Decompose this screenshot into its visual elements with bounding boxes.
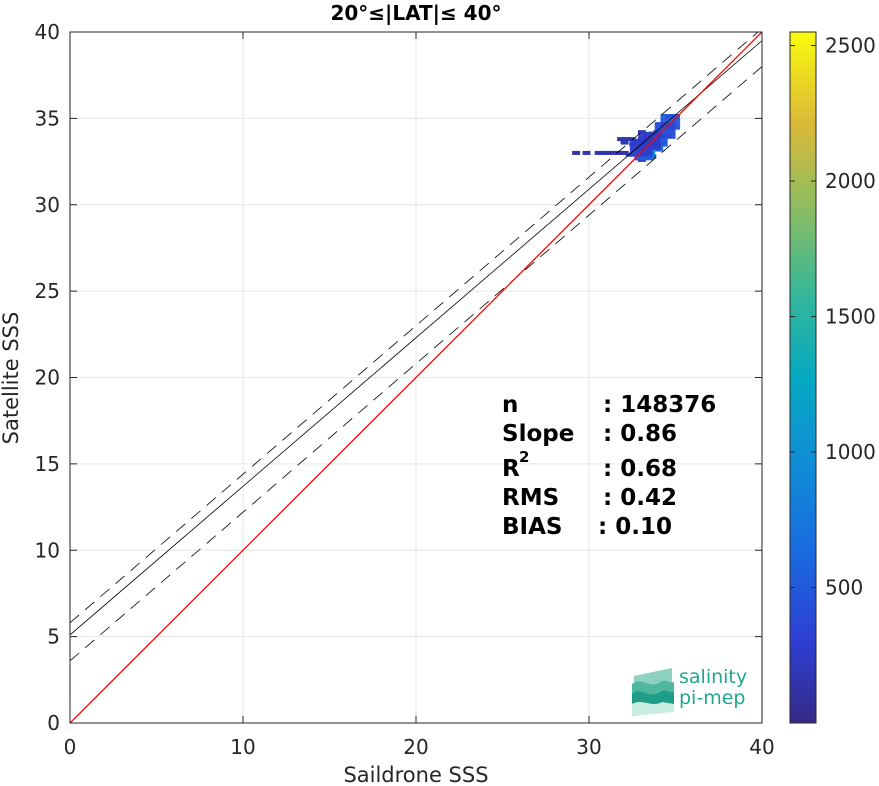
wave-logo-icon	[632, 668, 674, 716]
density-bin	[582, 150, 591, 155]
density-bin	[599, 150, 608, 155]
density-bin	[605, 150, 614, 155]
reference-lines	[70, 32, 762, 723]
density-bin	[662, 127, 669, 134]
density-bin	[594, 150, 603, 155]
density-bin	[617, 137, 626, 142]
regression-line	[70, 40, 762, 636]
stat-rms-value: : 0.42	[603, 485, 677, 511]
salinity-pimep-logo: salinity pi-mep	[632, 666, 747, 716]
y-tick-label: 30	[35, 193, 60, 217]
y-tick-label: 15	[35, 452, 60, 476]
stat-r2-value: : 0.68	[603, 456, 677, 482]
density-bin	[620, 140, 629, 145]
lower-bound-line	[70, 66, 762, 662]
y-tick-label: 20	[35, 366, 60, 390]
colorbar-ticks: 500 1000 1500 2000 2500	[790, 34, 876, 600]
colorbar-tick-label: 2500	[825, 34, 876, 58]
y-tick-label: 35	[35, 106, 60, 130]
y-tick-label: 0	[47, 711, 60, 735]
density-bin	[610, 150, 619, 155]
logo-text-pimep: pi-mep	[679, 687, 745, 709]
stat-r2-label: R	[502, 456, 520, 482]
stat-slope-value: : 0.86	[603, 421, 677, 447]
colorbar-tick-label: 500	[825, 576, 863, 600]
x-tick-label: 10	[230, 735, 255, 759]
density-layer	[572, 113, 681, 162]
stats-annotation: n : 148376 Slope : 0.86 R 2 : 0.68 RMS :…	[502, 392, 716, 540]
axis-ticks: 0 10 20 30 40 0 5 10 15 20 25 30 35 40	[35, 20, 775, 759]
stat-slope-label: Slope	[502, 421, 574, 447]
logo-text-salinity: salinity	[679, 666, 747, 688]
colorbar-tick-label: 1000	[825, 440, 876, 464]
x-axis-label: Saildrone SSS	[343, 763, 488, 786]
y-tick-label: 5	[47, 625, 60, 649]
x-tick-label: 40	[749, 735, 774, 759]
stat-bias-value: : 0.10	[598, 514, 672, 540]
stat-n-value: : 148376	[603, 392, 716, 418]
colorbar-tick-label: 2000	[825, 169, 876, 193]
x-tick-label: 20	[403, 735, 428, 759]
density-bin	[615, 150, 624, 155]
colorbar-tick-label: 1500	[825, 305, 876, 329]
stat-bias-label: BIAS	[502, 514, 562, 540]
colorbar	[789, 31, 817, 724]
density-bin	[620, 150, 629, 155]
stat-r2-superscript: 2	[519, 448, 529, 466]
density-bin	[646, 137, 653, 144]
upper-bound-line	[70, 32, 759, 624]
stat-n-label: n	[502, 392, 518, 418]
x-tick-label: 30	[576, 735, 601, 759]
identity-line	[70, 32, 762, 723]
y-tick-label: 40	[35, 20, 60, 44]
y-tick-label: 10	[35, 538, 60, 562]
chart-title: 20°≤|LAT|≤ 40°	[330, 1, 501, 25]
density-bin	[667, 118, 674, 125]
density-bin	[622, 137, 631, 142]
y-axis-label: Satellite SSS	[0, 312, 23, 445]
x-tick-label: 0	[64, 735, 77, 759]
stat-rms-label: RMS	[502, 485, 559, 511]
y-tick-label: 25	[35, 279, 60, 303]
density-bin	[572, 150, 581, 155]
